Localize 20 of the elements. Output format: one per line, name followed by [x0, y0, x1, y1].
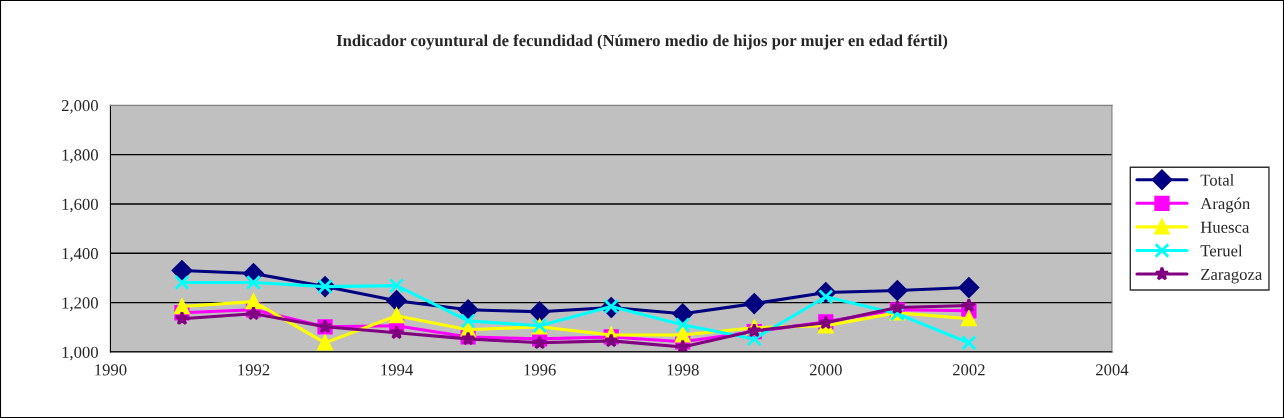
- legend-label: Aragón: [1200, 197, 1251, 213]
- y-tick-label: 1,200: [62, 297, 98, 311]
- x-tick-label: 1996: [524, 364, 556, 376]
- x-tick-label: 1998: [667, 364, 699, 376]
- legend-label: Teruel: [1200, 244, 1243, 257]
- legend-label: Total: [1200, 173, 1234, 186]
- y-tick-label: 1,600: [62, 198, 98, 213]
- y-tick-label: 1,800: [62, 149, 98, 164]
- x-tick-label: 1994: [381, 364, 413, 376]
- x-tick-label: 2000: [809, 364, 842, 376]
- legend-label: Zaragoza: [1201, 268, 1263, 284]
- x-tick-label: 2004: [1096, 364, 1129, 376]
- y-tick-label: 1,000: [62, 346, 98, 361]
- y-tick-label: 2,000: [61, 100, 98, 114]
- x-tick-label: 1992: [238, 364, 270, 376]
- chart-title: Indicador coyuntural de fecundidad (Número medio de hijos por mujer en edad fértil): [336, 34, 948, 50]
- x-tick-label: 2002: [952, 364, 985, 376]
- y-tick-label: 1,400: [62, 248, 98, 262]
- legend-label: Huesca: [1200, 221, 1250, 233]
- x-tick-label: 1990: [95, 364, 127, 376]
